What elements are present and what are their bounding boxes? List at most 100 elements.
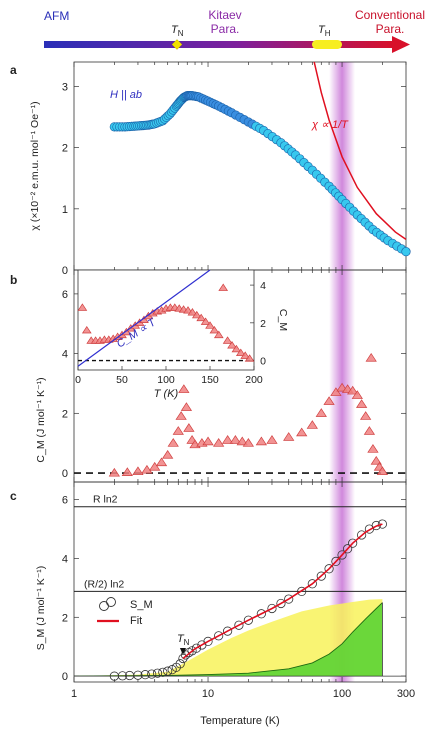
panel-c-entropy-point (234, 620, 244, 630)
panel-c-y-tick-label: 0 (62, 671, 68, 683)
th-marker (312, 40, 342, 49)
afm-label: AFM (44, 9, 69, 23)
panel-c-entropy-point (316, 571, 326, 581)
panel-b-cm-outlier-point (365, 352, 377, 362)
panel-b-cm-point (121, 467, 133, 476)
conventional-label-line2: Para. (376, 22, 405, 36)
panel-c-tn-arrow-label-sub: N (184, 638, 190, 647)
panel-c-entropy-point (331, 556, 341, 567)
panel-c-tn-arrow-label: TN (177, 633, 190, 647)
panel-b-cm-point (323, 396, 335, 405)
panel-c-entropy-point (297, 586, 307, 597)
conventional-label-line1: Conventional (355, 8, 425, 22)
panel-a-y-axis-label: χ (×10⁻² e.m.u. mol⁻¹ Oe⁻¹) (29, 101, 41, 230)
kitaev-label-line1: Kitaev (208, 8, 241, 22)
panel-b-cm-point (167, 438, 179, 447)
panel-a-field-annotation: H || ab (110, 89, 142, 101)
panel-c-entropy-point (133, 670, 143, 680)
panel-b-cm-point (229, 435, 242, 444)
panel-c-y-tick-label: 4 (62, 553, 68, 565)
panel-c-entropy-point (175, 659, 185, 669)
tn-marker (171, 39, 183, 50)
panel-c-green-edge (73, 602, 383, 677)
panel-c-entropy-point (158, 667, 168, 677)
panel-b-letter: b (10, 273, 17, 287)
panel-c-legend-marker (99, 601, 109, 611)
panel-c-fit-curve (182, 523, 383, 660)
panel-a-letter: a (10, 63, 17, 77)
panel-c-entropy-point (348, 538, 358, 548)
panel-b-cm-point (178, 384, 190, 393)
inset-cm-point (244, 354, 255, 362)
panel-c-x-tick-label: 300 (397, 688, 415, 700)
panel-b-cm-point (172, 426, 184, 435)
panel-b: 0 2 4 6 C_M (J mol⁻¹ K⁻¹) (35, 269, 407, 483)
panel-c-entropy-point (184, 647, 194, 658)
panel-c-y-tick-label: 6 (62, 495, 68, 507)
panel-b-cm-point (236, 436, 248, 446)
inset-y-tick-label: 0 (260, 356, 266, 368)
panel-a-y-tick-label: 1 (62, 204, 68, 216)
panel-c-entropy-point (324, 564, 334, 574)
panel-c-reference-label: (R/2) ln2 (84, 578, 124, 590)
panel-a-chi-point (401, 247, 411, 257)
panel-c-entropy-point (357, 530, 367, 540)
panel-c-entropy-point (147, 669, 157, 679)
panel-b-cm-point (149, 461, 161, 471)
panel-c-entropy-point (276, 598, 286, 609)
panel-c-reference-label: R ln2 (93, 494, 118, 506)
panel-b-y-tick-label: 4 (62, 349, 68, 361)
panel-b-cm-point (155, 457, 168, 467)
inset-x-tick-label: 100 (157, 374, 175, 386)
panel-b-cm-point (296, 427, 308, 437)
kitaev-highlight-band (329, 62, 356, 682)
panel-a-curie-annotation: χ ∝ 1/T (311, 119, 349, 131)
inset-cm-point (81, 325, 92, 334)
inset-y-tick-label: 2 (260, 318, 266, 330)
panel-c-entropy-point (187, 646, 197, 656)
phase-bar-arrowhead (392, 36, 410, 53)
panel-b-cm-point (212, 438, 225, 447)
panel-b-cm-point (363, 426, 376, 435)
panel-c-legend-markers-label: S_M (130, 599, 153, 611)
tn-label-sub: N (178, 29, 184, 38)
panel-a-y-tick-label: 2 (62, 143, 68, 155)
tn-label: TN (171, 24, 184, 38)
inset-frame (77, 269, 255, 371)
inset-cm-point (191, 310, 202, 319)
panel-c-entropy-point (140, 670, 150, 680)
inset-y-axis-label: C_M (277, 309, 289, 331)
inset-cm-point (187, 308, 198, 316)
panel-b-cm-point (283, 432, 295, 441)
panel-b-cm-point (367, 444, 379, 453)
panel-c-entropy-point (214, 631, 224, 641)
phase-bar: AFM TN Kitaev Para. TH Conventional Para… (44, 8, 425, 53)
inset-cm-point (235, 348, 246, 357)
panel-c-entropy-point (337, 550, 347, 560)
panel-b-cm-point (132, 466, 144, 476)
inset-cm-point (213, 330, 224, 339)
panel-b-cm-point (355, 399, 368, 408)
panel-c-letter: c (10, 489, 17, 503)
phase-bar-gradient (44, 41, 394, 48)
panel-c-entropy-point (256, 609, 266, 619)
panel-b-cm-point (347, 385, 359, 395)
kitaev-label-line2: Para. (211, 22, 240, 36)
th-label: TH (318, 24, 331, 38)
inset-x-tick-label: 150 (201, 374, 219, 386)
panel-c-legend-marker (106, 597, 116, 607)
panel-b-cm-point (351, 390, 363, 399)
inset-linear-fit-line (77, 269, 211, 367)
inset-cm-point (218, 283, 229, 291)
inset-cm-point (227, 341, 237, 349)
inset-x-tick-label: 50 (116, 374, 128, 386)
inset-cm-point (205, 321, 215, 329)
inset-cm-point (121, 327, 132, 336)
panel-b-y-tick-label: 6 (62, 289, 68, 301)
panel-c-entropy-point (203, 636, 213, 647)
inset-cm-point (200, 317, 211, 325)
panel-c-entropy-point (117, 671, 128, 681)
panel-c-entropy-point (163, 666, 173, 676)
panel-b-y-tick-label: 0 (62, 468, 68, 480)
panel-c-entropy-point (243, 615, 253, 625)
